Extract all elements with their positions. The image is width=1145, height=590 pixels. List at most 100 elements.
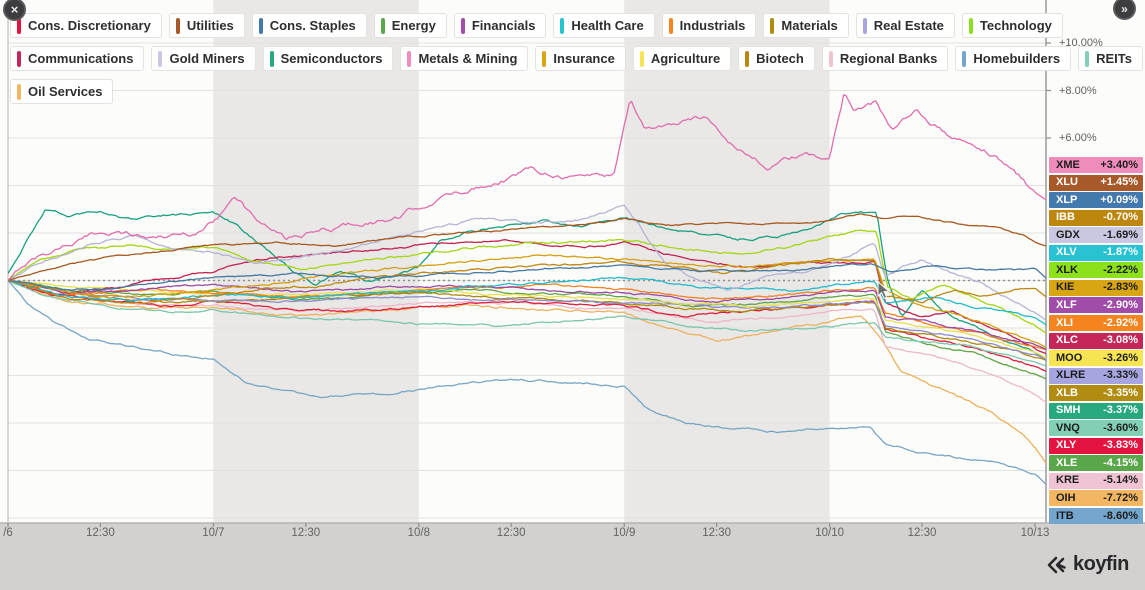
ticker-chip-KRE[interactable]: KRE -5.14% bbox=[1049, 472, 1143, 489]
legend-label: Industrials bbox=[679, 18, 746, 33]
legend-chip-XME[interactable]: Metals & Mining bbox=[400, 46, 529, 71]
legend-label: Biotech bbox=[756, 51, 804, 66]
series-line-SMH bbox=[8, 209, 1046, 362]
ticker-chip-OIH[interactable]: OIH -7.72% bbox=[1049, 490, 1143, 507]
ticker-chip-VNQ[interactable]: VNQ -3.60% bbox=[1049, 420, 1143, 437]
ticker-change: -4.15% bbox=[1103, 456, 1138, 469]
legend-label: Agriculture bbox=[650, 51, 721, 66]
ticker-chip-IBB[interactable]: IBB -0.70% bbox=[1049, 209, 1143, 226]
legend-chip-XLY[interactable]: Cons. Discretionary bbox=[10, 13, 162, 38]
ticker-chip-XLF[interactable]: XLF -2.90% bbox=[1049, 297, 1143, 314]
legend-chip-XLRE[interactable]: Real Estate bbox=[855, 13, 955, 38]
legend-chip-XLC[interactable]: Communications bbox=[10, 46, 145, 71]
legend-chip-XLB[interactable]: Materials bbox=[763, 13, 849, 38]
ticker-change: -1.87% bbox=[1103, 246, 1138, 259]
legend-chip-XLI[interactable]: Industrials bbox=[661, 13, 757, 38]
x-axis-label: 12:30 bbox=[496, 527, 526, 539]
legend-chip-KRE[interactable]: Regional Banks bbox=[821, 46, 949, 71]
ticker-chip-XLB[interactable]: XLB -3.35% bbox=[1049, 385, 1143, 402]
legend-chip-ITB[interactable]: Homebuilders bbox=[955, 46, 1072, 71]
ticker-chip-XLC[interactable]: XLC -3.08% bbox=[1049, 332, 1143, 349]
x-axis-label: 12:30 bbox=[86, 527, 115, 539]
legend-color-bar bbox=[258, 17, 263, 34]
x-axis-label: 12:30 bbox=[702, 527, 731, 539]
series-line-VNQ bbox=[8, 279, 1046, 367]
legend-chip-XLF[interactable]: Financials bbox=[453, 13, 547, 38]
legend-chip-XLP[interactable]: Cons. Staples bbox=[251, 13, 367, 38]
legend-label: Regional Banks bbox=[839, 51, 938, 66]
legend-chip-KIE[interactable]: Insurance bbox=[535, 46, 626, 71]
ticker-chip-XME[interactable]: XME +3.40% bbox=[1049, 157, 1143, 173]
legend-chip-MOO[interactable]: Agriculture bbox=[632, 46, 732, 71]
ticker-change: -7.72% bbox=[1103, 491, 1138, 504]
legend-row: Oil Services bbox=[10, 79, 1040, 104]
legend-chip-GDX[interactable]: Gold Miners bbox=[151, 46, 256, 71]
sector-legend: Cons. Discretionary Utilities Cons. Staple… bbox=[10, 13, 1143, 112]
legend-color-bar bbox=[1085, 50, 1090, 67]
chevron-double-right-icon: » bbox=[1121, 1, 1128, 16]
x-axis-label: /6 bbox=[3, 527, 13, 539]
legend-chip-VNQ[interactable]: REITs bbox=[1078, 46, 1143, 71]
ticker-symbol: MOO bbox=[1056, 351, 1083, 364]
ticker-chip-XLU[interactable]: XLU +1.45% bbox=[1049, 174, 1143, 191]
legend-chip-SMH[interactable]: Semiconductors bbox=[262, 46, 394, 71]
legend-color-bar bbox=[17, 17, 21, 34]
ticker-change: +3.40% bbox=[1100, 158, 1138, 171]
ticker-change: -3.83% bbox=[1103, 439, 1138, 452]
logo-text: koyfin bbox=[1073, 553, 1129, 575]
ticker-chip-XLP[interactable]: XLP +0.09% bbox=[1049, 192, 1143, 209]
ticker-symbol: KRE bbox=[1056, 474, 1080, 487]
ticker-symbol: SMH bbox=[1056, 404, 1081, 417]
legend-color-bar bbox=[828, 50, 833, 67]
legend-label: Technology bbox=[979, 18, 1052, 33]
ticker-change: -3.37% bbox=[1103, 404, 1138, 417]
legend-chip-OIH[interactable]: Oil Services bbox=[10, 79, 114, 104]
ticker-change: +1.45% bbox=[1100, 176, 1138, 189]
ticker-chip-XLV[interactable]: XLV -1.87% bbox=[1049, 244, 1143, 261]
ticker-change: -5.14% bbox=[1103, 474, 1138, 487]
series-line-XME bbox=[8, 94, 1046, 281]
ticker-chip-ITB[interactable]: ITB -8.60% bbox=[1049, 508, 1143, 524]
legend-color-bar bbox=[639, 50, 644, 67]
legend-color-bar bbox=[968, 17, 973, 34]
legend-color-bar bbox=[745, 50, 750, 67]
legend-chip-XLK[interactable]: Technology bbox=[961, 13, 1063, 38]
ticker-change: -3.26% bbox=[1103, 351, 1138, 364]
ticker-chip-MOO[interactable]: MOO -3.26% bbox=[1049, 350, 1143, 367]
legend-chip-XLE[interactable]: Energy bbox=[373, 13, 447, 38]
ticker-chip-XLRE[interactable]: XLRE -3.33% bbox=[1049, 367, 1143, 384]
legend-chip-XLU[interactable]: Utilities bbox=[168, 13, 245, 38]
legend-color-bar bbox=[668, 17, 673, 34]
ticker-symbol: XLB bbox=[1056, 386, 1078, 399]
legend-row: Cons. Discretionary Utilities Cons. Staple… bbox=[10, 13, 1063, 38]
legend-color-bar bbox=[407, 50, 412, 67]
legend-color-bar bbox=[175, 17, 180, 34]
expand-panel-button[interactable]: » bbox=[1113, 0, 1136, 20]
legend-chip-XLV[interactable]: Health Care bbox=[553, 13, 655, 38]
close-icon: × bbox=[10, 2, 19, 17]
ticker-symbol: XLP bbox=[1056, 193, 1078, 206]
series-line-XLF bbox=[8, 279, 1046, 350]
ticker-chip-KIE[interactable]: KIE -2.83% bbox=[1049, 279, 1143, 296]
ticker-symbol: XLE bbox=[1056, 456, 1078, 469]
ticker-chip-XLY[interactable]: XLY -3.83% bbox=[1049, 437, 1143, 454]
ticker-symbol: KIE bbox=[1056, 281, 1075, 294]
ticker-symbol: XLV bbox=[1056, 246, 1077, 259]
legend-label: Cons. Discretionary bbox=[28, 18, 151, 33]
legend-color-bar bbox=[269, 50, 274, 67]
ticker-chip-XLE[interactable]: XLE -4.15% bbox=[1049, 455, 1143, 472]
ticker-change: +0.09% bbox=[1100, 193, 1138, 206]
ticker-symbol: XLY bbox=[1056, 439, 1077, 452]
ticker-chip-XLI[interactable]: XLI -2.92% bbox=[1049, 315, 1143, 331]
ticker-chip-XLK[interactable]: XLK -2.22% bbox=[1049, 262, 1143, 279]
legend-chip-IBB[interactable]: Biotech bbox=[738, 46, 815, 71]
legend-color-bar bbox=[17, 50, 21, 67]
ticker-chip-SMH[interactable]: SMH -3.37% bbox=[1049, 402, 1143, 419]
ticker-chip-GDX[interactable]: GDX -1.69% bbox=[1049, 227, 1143, 244]
ticker-change: -3.33% bbox=[1103, 369, 1138, 382]
close-button[interactable]: × bbox=[3, 0, 26, 21]
x-axis-label: 10/9 bbox=[612, 527, 636, 539]
series-line-ITB bbox=[8, 280, 1046, 486]
